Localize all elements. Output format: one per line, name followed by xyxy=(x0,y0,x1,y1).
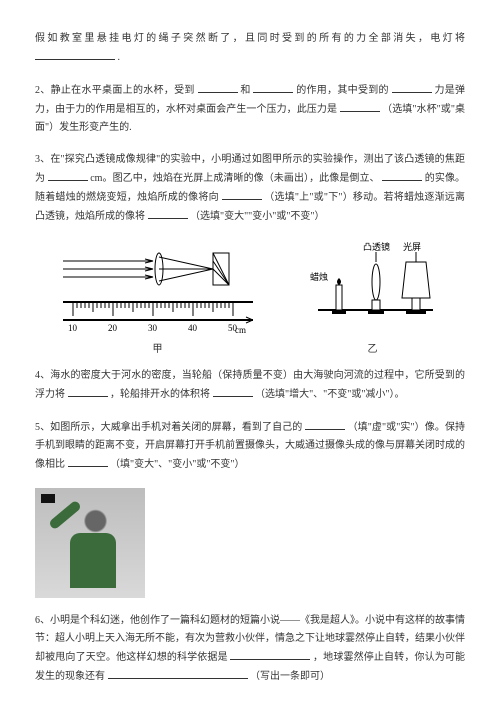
lens-label: 凸透镜 xyxy=(363,241,390,252)
selfie-photo xyxy=(35,488,145,598)
q6-t3: （写出一条即可） xyxy=(250,671,330,682)
question-4: 4、海水的密度大于河水的密度，当轮船（保持质量不变）由大海驶向河流的过程中，它所… xyxy=(35,367,465,404)
q2-blank-3[interactable] xyxy=(392,81,432,93)
q3-blank-3[interactable] xyxy=(222,188,262,200)
candle-label: 蜡烛 xyxy=(310,271,328,282)
q5-blank-2[interactable] xyxy=(68,455,108,467)
svg-text:20: 20 xyxy=(108,323,118,333)
q3-blank-2[interactable] xyxy=(382,169,422,181)
question-5: 5、如图所示，大威拿出手机对着关闭的屏幕，看到了自己的 （填"虚"或"实"）像。… xyxy=(35,418,465,474)
q1-text-a: 假如教室里悬挂电灯的绳子突然断了，且同时受到的所有的力全部消失，电灯将 xyxy=(35,33,465,44)
q1-blank[interactable] xyxy=(35,48,115,60)
svg-text:10: 10 xyxy=(68,323,78,333)
q4-blank-1[interactable] xyxy=(68,385,108,397)
q3-blank-4[interactable] xyxy=(148,207,188,219)
q4-t3: （选填"增大"、"不变"或"减小"）。 xyxy=(255,389,405,400)
q6-blank-1[interactable] xyxy=(230,648,310,660)
question-1: 假如教室里悬挂电灯的绳子突然断了，且同时受到的所有的力全部消失，电灯将 . xyxy=(35,30,465,67)
figure-jia-label: 甲 xyxy=(63,341,253,359)
question-3: 3、在"探究凸透镜成像规律"的实验中，小明通过如图甲所示的实验操作，测出了该凸透… xyxy=(35,151,465,226)
q2-blank-1[interactable] xyxy=(198,81,238,93)
svg-text:30: 30 xyxy=(148,323,158,333)
q3-t5: （选填"变大""变小"或"不变"） xyxy=(190,211,325,222)
q2-lead: 2、静止在水平桌面上的水杯，受到 xyxy=(35,85,195,96)
figure-jia: 1020304050 cm 甲 xyxy=(63,247,253,359)
figure-yi-label: 乙 xyxy=(308,341,438,359)
q6-blank-2[interactable] xyxy=(108,667,248,679)
question-2: 2、静止在水平桌面上的水杯，受到 和 的作用，其中受到的 力是弹力，由于力的作用… xyxy=(35,81,465,137)
ruler-diagram: 1020304050 cm xyxy=(63,247,253,337)
q3-blank-1[interactable] xyxy=(48,169,88,181)
q2-blank-2[interactable] xyxy=(253,81,293,93)
ruler-unit: cm xyxy=(235,325,246,335)
q5-lead: 5、如图所示，大威拿出手机对着关闭的屏幕，看到了自己的 xyxy=(35,422,302,433)
svg-text:40: 40 xyxy=(188,323,198,333)
figures-row: 1020304050 cm 甲 凸透镜 光屏 蜡烛 xyxy=(35,240,465,359)
question-6: 6、小明是个科幻迷，他创作了一篇科幻题材的短篇小说——《我是超人》。小说中有这样… xyxy=(35,612,465,686)
figure-yi: 凸透镜 光屏 蜡烛 乙 xyxy=(308,240,438,359)
q5-t3: （填"变大"、"变小"或"不变"） xyxy=(110,459,245,470)
q2-t2: 和 xyxy=(240,85,250,96)
q5-blank-1[interactable] xyxy=(305,418,345,430)
q2-t3: 的作用，其中受到的 xyxy=(296,85,389,96)
q1-text-b: . xyxy=(118,52,121,63)
screen-label: 光屏 xyxy=(403,241,421,252)
lens-setup-diagram: 凸透镜 光屏 蜡烛 xyxy=(308,240,438,330)
q2-blank-4[interactable] xyxy=(340,100,380,112)
q4-blank-2[interactable] xyxy=(213,385,253,397)
q4-t2: ，轮船排开水的体积将 xyxy=(110,389,210,400)
q3-t2: cm。图乙中，烛焰在光屏上成清晰的像（未画出），此像是倒立、 xyxy=(90,173,379,184)
